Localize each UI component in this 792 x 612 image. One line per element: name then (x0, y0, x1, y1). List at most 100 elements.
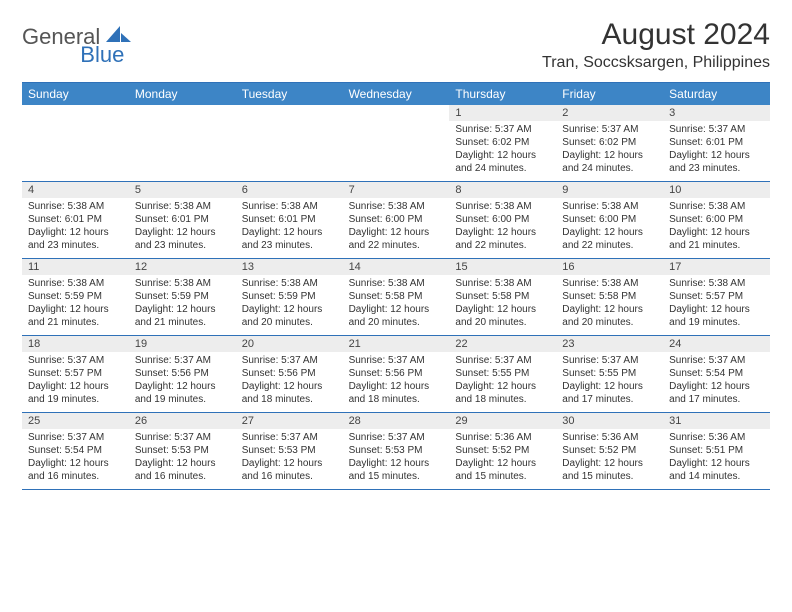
day-line: Daylight: 12 hours and 19 minutes. (669, 303, 764, 329)
day-body: Sunrise: 5:38 AMSunset: 6:01 PMDaylight:… (22, 198, 129, 258)
day-line: Daylight: 12 hours and 18 minutes. (242, 380, 337, 406)
day-cell: 3Sunrise: 5:37 AMSunset: 6:01 PMDaylight… (663, 105, 770, 181)
day-body: Sunrise: 5:37 AMSunset: 6:02 PMDaylight:… (556, 121, 663, 181)
day-number: 29 (449, 413, 556, 429)
day-number: 1 (449, 105, 556, 121)
day-line: Daylight: 12 hours and 16 minutes. (135, 457, 230, 483)
day-line: Sunrise: 5:36 AM (669, 431, 764, 444)
day-body: Sunrise: 5:37 AMSunset: 5:53 PMDaylight:… (129, 429, 236, 489)
month-title: August 2024 (542, 18, 770, 52)
day-line: Sunrise: 5:36 AM (562, 431, 657, 444)
day-line: Daylight: 12 hours and 21 minutes. (28, 303, 123, 329)
day-line: Sunset: 5:55 PM (562, 367, 657, 380)
dow-monday: Monday (129, 83, 236, 105)
day-line: Sunrise: 5:38 AM (135, 277, 230, 290)
day-body: Sunrise: 5:37 AMSunset: 5:53 PMDaylight:… (343, 429, 450, 489)
day-cell: 22Sunrise: 5:37 AMSunset: 5:55 PMDayligh… (449, 336, 556, 412)
dow-thursday: Thursday (449, 83, 556, 105)
location-line: Tran, Soccsksargen, Philippines (542, 54, 770, 72)
day-line: Daylight: 12 hours and 19 minutes. (28, 380, 123, 406)
day-line: Daylight: 12 hours and 15 minutes. (349, 457, 444, 483)
day-body: Sunrise: 5:38 AMSunset: 5:59 PMDaylight:… (236, 275, 343, 335)
day-line: Daylight: 12 hours and 22 minutes. (455, 226, 550, 252)
day-cell: 18Sunrise: 5:37 AMSunset: 5:57 PMDayligh… (22, 336, 129, 412)
day-line: Sunrise: 5:37 AM (135, 431, 230, 444)
day-body: Sunrise: 5:37 AMSunset: 5:55 PMDaylight:… (556, 352, 663, 412)
day-body: Sunrise: 5:37 AMSunset: 5:56 PMDaylight:… (236, 352, 343, 412)
dow-sunday: Sunday (22, 83, 129, 105)
day-cell: 16Sunrise: 5:38 AMSunset: 5:58 PMDayligh… (556, 259, 663, 335)
day-line: Sunset: 5:52 PM (562, 444, 657, 457)
day-cell: 26Sunrise: 5:37 AMSunset: 5:53 PMDayligh… (129, 413, 236, 489)
day-line: Daylight: 12 hours and 15 minutes. (455, 457, 550, 483)
day-line: Sunset: 6:01 PM (28, 213, 123, 226)
day-number: 18 (22, 336, 129, 352)
day-line: Daylight: 12 hours and 16 minutes. (242, 457, 337, 483)
day-body: Sunrise: 5:38 AMSunset: 5:58 PMDaylight:… (343, 275, 450, 335)
day-line: Sunrise: 5:38 AM (562, 200, 657, 213)
day-cell: 20Sunrise: 5:37 AMSunset: 5:56 PMDayligh… (236, 336, 343, 412)
day-line: Sunset: 6:01 PM (242, 213, 337, 226)
day-line: Sunset: 5:59 PM (242, 290, 337, 303)
day-body: Sunrise: 5:37 AMSunset: 6:01 PMDaylight:… (663, 121, 770, 181)
day-number: 23 (556, 336, 663, 352)
logo-text-blue: Blue (80, 42, 124, 68)
day-cell: 5Sunrise: 5:38 AMSunset: 6:01 PMDaylight… (129, 182, 236, 258)
header: General Blue August 2024 Tran, Soccsksar… (22, 18, 770, 72)
week-row: 1Sunrise: 5:37 AMSunset: 6:02 PMDaylight… (22, 105, 770, 182)
day-line: Sunrise: 5:38 AM (562, 277, 657, 290)
day-body (343, 109, 450, 161)
day-line: Daylight: 12 hours and 15 minutes. (562, 457, 657, 483)
day-cell: 21Sunrise: 5:37 AMSunset: 5:56 PMDayligh… (343, 336, 450, 412)
day-cell: 29Sunrise: 5:36 AMSunset: 5:52 PMDayligh… (449, 413, 556, 489)
day-number: 31 (663, 413, 770, 429)
day-number: 26 (129, 413, 236, 429)
day-line: Daylight: 12 hours and 23 minutes. (28, 226, 123, 252)
day-number: 8 (449, 182, 556, 198)
day-body: Sunrise: 5:37 AMSunset: 5:57 PMDaylight:… (22, 352, 129, 412)
day-number: 19 (129, 336, 236, 352)
day-line: Sunset: 6:02 PM (455, 136, 550, 149)
day-cell: 11Sunrise: 5:38 AMSunset: 5:59 PMDayligh… (22, 259, 129, 335)
day-cell: 17Sunrise: 5:38 AMSunset: 5:57 PMDayligh… (663, 259, 770, 335)
day-body: Sunrise: 5:38 AMSunset: 6:01 PMDaylight:… (236, 198, 343, 258)
day-number: 13 (236, 259, 343, 275)
day-number: 11 (22, 259, 129, 275)
day-line: Sunrise: 5:37 AM (562, 354, 657, 367)
day-line: Daylight: 12 hours and 24 minutes. (562, 149, 657, 175)
day-line: Daylight: 12 hours and 18 minutes. (349, 380, 444, 406)
week-row: 4Sunrise: 5:38 AMSunset: 6:01 PMDaylight… (22, 182, 770, 259)
day-line: Daylight: 12 hours and 23 minutes. (242, 226, 337, 252)
day-body: Sunrise: 5:38 AMSunset: 5:59 PMDaylight:… (22, 275, 129, 335)
day-body: Sunrise: 5:38 AMSunset: 5:59 PMDaylight:… (129, 275, 236, 335)
day-line: Sunrise: 5:37 AM (135, 354, 230, 367)
day-line: Sunset: 5:57 PM (669, 290, 764, 303)
day-cell: 9Sunrise: 5:38 AMSunset: 6:00 PMDaylight… (556, 182, 663, 258)
day-cell: 10Sunrise: 5:38 AMSunset: 6:00 PMDayligh… (663, 182, 770, 258)
day-cell: 6Sunrise: 5:38 AMSunset: 6:01 PMDaylight… (236, 182, 343, 258)
day-body: Sunrise: 5:37 AMSunset: 5:56 PMDaylight:… (343, 352, 450, 412)
day-line: Daylight: 12 hours and 22 minutes. (349, 226, 444, 252)
day-number: 3 (663, 105, 770, 121)
day-number: 14 (343, 259, 450, 275)
day-line: Sunrise: 5:38 AM (242, 277, 337, 290)
day-line: Sunset: 5:59 PM (135, 290, 230, 303)
day-number: 22 (449, 336, 556, 352)
day-line: Sunrise: 5:37 AM (349, 431, 444, 444)
day-line: Daylight: 12 hours and 14 minutes. (669, 457, 764, 483)
day-line: Sunrise: 5:37 AM (562, 123, 657, 136)
day-line: Sunrise: 5:38 AM (242, 200, 337, 213)
day-cell (129, 105, 236, 181)
day-number: 17 (663, 259, 770, 275)
day-line: Sunrise: 5:37 AM (349, 354, 444, 367)
day-body (236, 109, 343, 161)
day-body: Sunrise: 5:37 AMSunset: 5:54 PMDaylight:… (22, 429, 129, 489)
day-cell: 4Sunrise: 5:38 AMSunset: 6:01 PMDaylight… (22, 182, 129, 258)
day-body: Sunrise: 5:37 AMSunset: 5:55 PMDaylight:… (449, 352, 556, 412)
day-line: Sunrise: 5:37 AM (242, 354, 337, 367)
day-cell: 31Sunrise: 5:36 AMSunset: 5:51 PMDayligh… (663, 413, 770, 489)
day-line: Sunrise: 5:37 AM (242, 431, 337, 444)
week-row: 25Sunrise: 5:37 AMSunset: 5:54 PMDayligh… (22, 413, 770, 490)
day-number: 27 (236, 413, 343, 429)
day-line: Sunset: 5:56 PM (349, 367, 444, 380)
